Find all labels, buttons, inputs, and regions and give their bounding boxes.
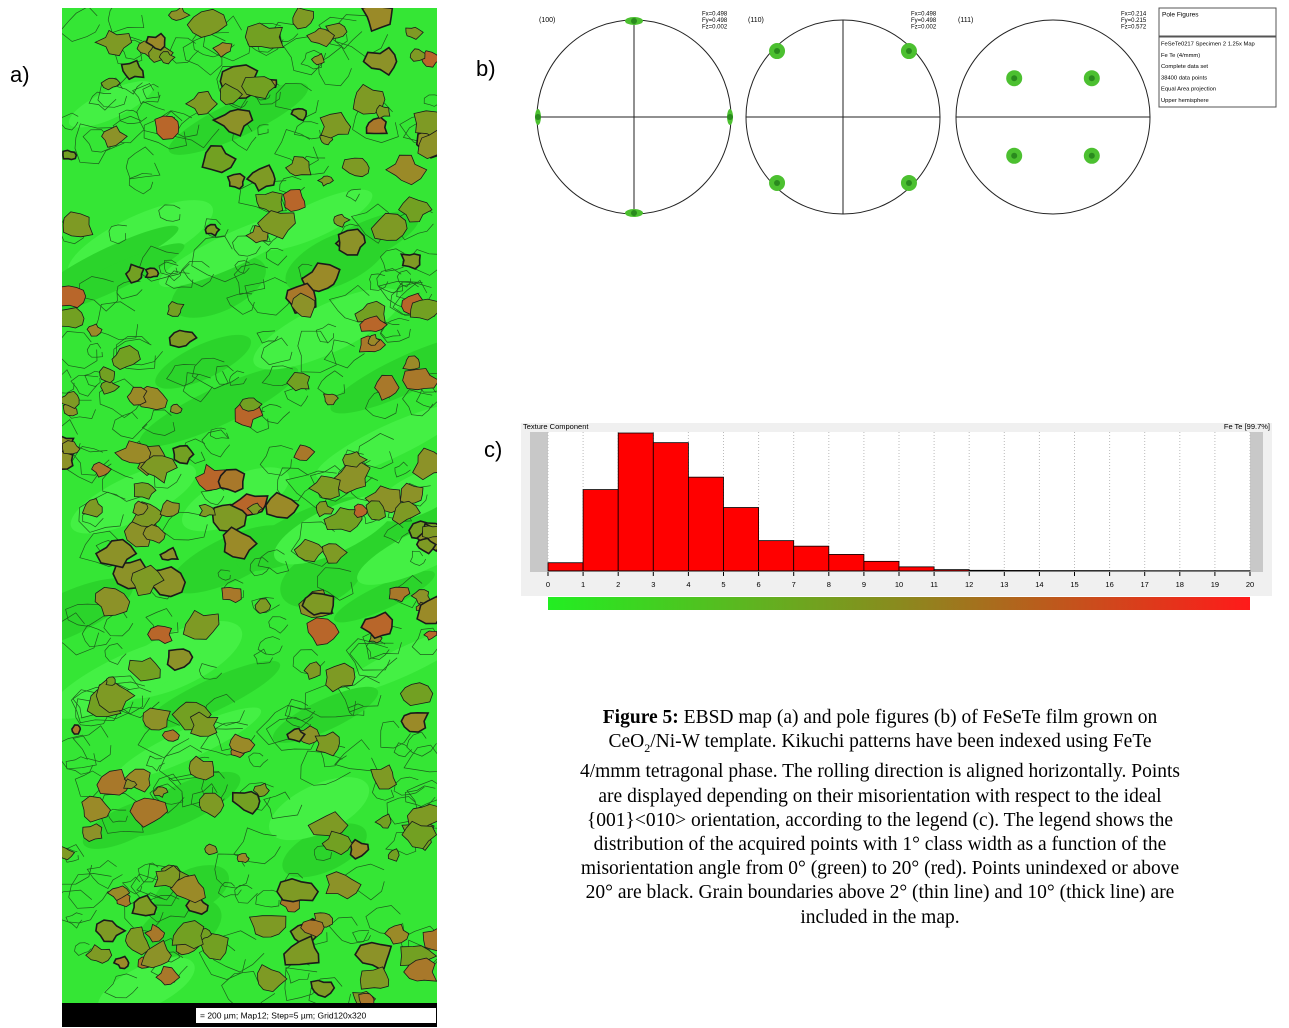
bar — [829, 554, 864, 571]
pole-stat: Fy=0.498 — [911, 18, 937, 24]
pole-spot-core — [1011, 153, 1017, 159]
panel-label: c) — [484, 437, 502, 462]
grain — [422, 526, 440, 538]
caption-line: misorientation angle from 0° (green) to … — [430, 857, 1289, 881]
panel-label: a) — [10, 62, 30, 87]
x-tick-label: 0 — [546, 580, 550, 589]
caption-line: CeO2/Ni-W template. Kikuchi patterns hav… — [430, 730, 1289, 760]
x-tick-label: 15 — [1070, 580, 1078, 589]
caption-line: distribution of the acquired points with… — [430, 833, 1289, 857]
chart-title: Texture Component — [523, 422, 589, 431]
pole-spot-core — [535, 114, 541, 120]
caption-line: Figure 5: EBSD map (a) and pole figures … — [430, 706, 1289, 730]
info-title: Pole Figures — [1162, 12, 1199, 19]
panel-label: b) — [476, 56, 496, 81]
x-tick-label: 18 — [1176, 580, 1184, 589]
pole-stat: Fy=0.215 — [1121, 18, 1147, 24]
x-tick-label: 1 — [581, 580, 585, 589]
pole-stat: Fx=0.498 — [702, 12, 728, 18]
chart-subtitle: Fe Te [99.7%] — [1224, 422, 1270, 431]
info-line: Upper hemisphere — [1161, 98, 1209, 104]
x-tick-label: 16 — [1105, 580, 1113, 589]
grain — [63, 150, 76, 159]
pole-spot-core — [774, 48, 780, 54]
caption-line: 20° are black. Grain boundaries above 2°… — [430, 881, 1289, 905]
x-tick-label: 10 — [895, 580, 903, 589]
bar — [794, 546, 829, 571]
pole-stat: Fy=0.498 — [702, 18, 728, 24]
scale-bar-text: = 200 µm; Map12; Step=5 µm; Grid120x320 — [200, 1010, 366, 1020]
bar — [724, 508, 759, 571]
caption: Figure 5: EBSD map (a) and pole figures … — [430, 706, 1289, 930]
caption-line: included in the map. — [430, 906, 1289, 930]
pole-figures: (100)Fx=0.498Fy=0.498Fz=0.002(110)Fx=0.4… — [535, 12, 1150, 217]
pole-spot-core — [1011, 75, 1017, 81]
info-line: FeSeTe0217 Specimen 2 1.25x Map — [1161, 42, 1255, 48]
x-tick-label: 8 — [827, 580, 831, 589]
info-line: Complete data set — [1161, 64, 1208, 70]
x-tick-label: 17 — [1141, 580, 1149, 589]
x-tick-label: 9 — [862, 580, 866, 589]
x-tick-label: 6 — [757, 580, 761, 589]
x-tick-label: 4 — [686, 580, 690, 589]
caption-label: Figure 5: — [603, 707, 679, 728]
ebsd-map — [0, 2, 502, 1027]
caption-text: CeO — [608, 731, 644, 752]
bar — [688, 477, 723, 571]
bar — [583, 490, 618, 571]
pole-spot-core — [1089, 75, 1095, 81]
color-legend — [548, 597, 1250, 610]
caption-line: {001}<010> orientation, according to the… — [430, 809, 1289, 833]
bar — [759, 541, 794, 571]
x-tick-label: 7 — [792, 580, 796, 589]
x-tick-label: 12 — [965, 580, 973, 589]
pole-label: (110) — [748, 17, 764, 24]
grain — [106, 677, 115, 686]
pole-stat: Fx=0.498 — [911, 12, 937, 18]
pole-spot-core — [631, 210, 637, 216]
bar — [899, 567, 934, 571]
grain — [143, 708, 170, 730]
grain — [58, 391, 79, 408]
x-tick-label: 14 — [1035, 580, 1043, 589]
grain — [72, 725, 80, 734]
info-line: 38400 data points — [1161, 75, 1207, 81]
x-tick-label: 13 — [1000, 580, 1008, 589]
pole-spot-core — [727, 114, 733, 120]
pole-spot-core — [906, 180, 912, 186]
grain — [228, 174, 245, 189]
pole-spot-core — [906, 48, 912, 54]
pole-spot-core — [774, 180, 780, 186]
info-line: Equal Area projection — [1161, 87, 1216, 93]
pole-label: (100) — [539, 17, 555, 24]
info-line: Fe Te (4/mmm) — [1161, 53, 1200, 59]
x-tick-label: 20 — [1246, 580, 1254, 589]
x-tick-label: 3 — [651, 580, 655, 589]
pole-stat: Fz=0.572 — [1121, 25, 1147, 31]
pole-stat: Fx=0.214 — [1121, 12, 1147, 18]
pole-stat: Fz=0.002 — [911, 25, 937, 31]
caption-text: /Ni-W template. Kikuchi patterns have be… — [650, 731, 1151, 752]
pole-stat: Fz=0.002 — [702, 25, 728, 31]
caption-text: EBSD map (a) and pole figures (b) of FeS… — [684, 707, 1158, 728]
pole-spot-core — [631, 18, 637, 24]
bar — [864, 561, 899, 571]
caption-line: 4/mmm tetragonal phase. The rolling dire… — [430, 760, 1289, 784]
x-tick-label: 5 — [721, 580, 725, 589]
x-tick-label: 11 — [930, 580, 938, 589]
bar — [548, 563, 583, 571]
bar — [618, 433, 653, 571]
grain — [56, 286, 86, 308]
page: a) b) c) = 200 µm; Map12; Step=5 µm; Gri… — [0, 0, 1289, 1028]
pole-spot-core — [1089, 153, 1095, 159]
pole-label: (111) — [958, 17, 973, 24]
caption-line: are displayed depending on their misorie… — [430, 785, 1289, 809]
x-tick-label: 2 — [616, 580, 620, 589]
x-tick-label: 19 — [1211, 580, 1219, 589]
grain — [146, 268, 159, 277]
bar — [653, 443, 688, 571]
